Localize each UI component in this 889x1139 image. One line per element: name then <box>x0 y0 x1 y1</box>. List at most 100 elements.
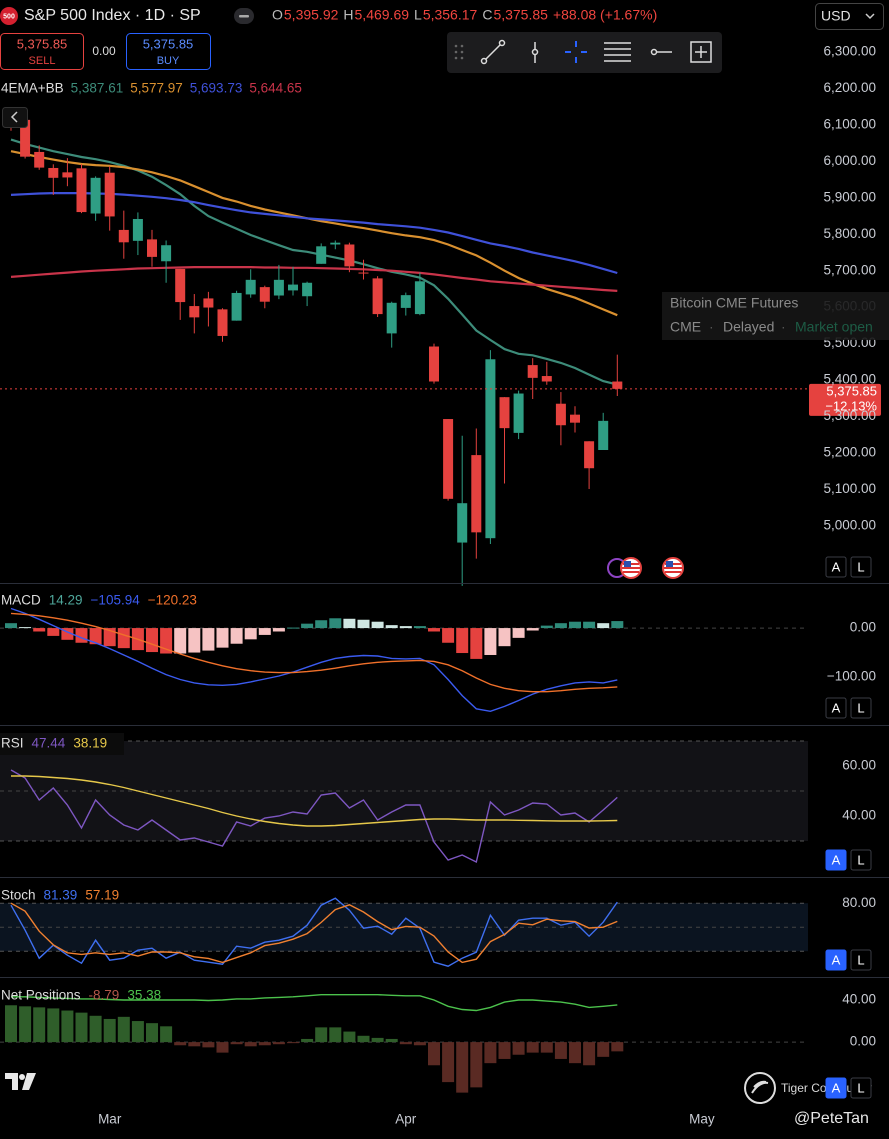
tiger-logo <box>744 1072 776 1104</box>
ohlc-row: O 5,395.92 H 5,469.69 L 5,356.17 C 5,375.85 +88.… <box>272 7 657 23</box>
horizontal-ray-tool[interactable] <box>650 48 673 56</box>
histogram-bar <box>399 626 412 629</box>
candle-body <box>485 359 496 539</box>
candle-body <box>20 119 31 157</box>
trend-line-tool[interactable] <box>480 39 506 65</box>
auto-scale-button[interactable] <box>825 556 847 578</box>
ohlc-value: 5,469.69 <box>355 7 410 23</box>
currency-select[interactable] <box>815 3 884 30</box>
auto-scale-button[interactable] <box>825 949 847 971</box>
y-tick-label: 0.00 <box>850 620 876 635</box>
legend-value: 5,693.73 <box>190 81 243 96</box>
y-tick-label: 80.00 <box>842 895 876 910</box>
indicator-line <box>10 769 618 864</box>
indicator-line <box>10 607 618 713</box>
legend-value: 35.38 <box>127 988 161 1003</box>
log-scale-button[interactable] <box>850 949 872 971</box>
candle-body <box>443 419 454 499</box>
candle-body <box>471 455 482 533</box>
histogram-bar <box>428 1042 440 1066</box>
candle-body <box>570 414 580 423</box>
auto-scale-button[interactable] <box>825 849 847 871</box>
legend-value: -8.79 <box>89 988 120 1003</box>
scale-buttons: A L A L A L A L A L <box>825 556 872 1099</box>
collapse-handle[interactable] <box>2 107 28 128</box>
histogram-bar <box>5 1005 17 1043</box>
log-scale-label: L <box>857 559 864 574</box>
index-logo-text: 500 <box>3 13 15 20</box>
log-scale-button[interactable] <box>850 1077 872 1099</box>
histogram-bar <box>357 1035 370 1043</box>
auto-scale-button[interactable] <box>825 697 847 719</box>
event-flag[interactable] <box>620 557 642 579</box>
histogram-bar <box>583 621 596 629</box>
auto-scale-button[interactable] <box>825 1077 847 1099</box>
candle-body <box>273 279 284 296</box>
tooltip-separator: · <box>709 319 714 335</box>
event-flag[interactable] <box>662 557 684 579</box>
vertical-line-tool[interactable] <box>531 42 539 63</box>
y-tick-label: 5,000.00 <box>823 517 876 532</box>
candle-body <box>104 172 115 217</box>
candle-body <box>386 302 397 334</box>
histogram-bar <box>117 628 130 649</box>
histogram-bar <box>5 623 17 629</box>
parallel-lines-tool[interactable] <box>604 42 631 62</box>
overlay-line <box>10 138 618 386</box>
ohlc-value: 5,356.17 <box>423 7 478 23</box>
histogram-bar <box>202 628 215 651</box>
histogram-bar <box>301 1038 314 1043</box>
legend-value: 5,644.65 <box>249 81 302 96</box>
chart-layer: 5,375.85−12.13% Mar Apr May 4EMA+BB 5,387.61 5… <box>0 44 881 1127</box>
histogram-bar <box>61 628 74 640</box>
y-tick-label: 6,300.00 <box>823 44 876 59</box>
histogram-bar <box>385 1038 398 1043</box>
histogram-bar <box>188 628 201 653</box>
candle-body <box>414 281 425 315</box>
legend-value: 81.39 <box>44 888 78 903</box>
histogram-bar <box>230 628 243 644</box>
log-scale-button[interactable] <box>850 849 872 871</box>
sell-button[interactable] <box>0 33 84 70</box>
auto-scale-label: A <box>832 1080 841 1095</box>
candle-body <box>48 167 59 178</box>
log-scale-button[interactable] <box>850 697 872 719</box>
histogram-bar <box>89 628 102 645</box>
histogram-bar <box>329 618 342 629</box>
tooltip-market: Market open <box>795 319 873 335</box>
chart-title: S&P 500 Index · 1D · SP <box>24 7 201 24</box>
histogram-bar <box>230 1042 243 1045</box>
ohlc-key: L <box>414 7 422 23</box>
candle-body <box>259 287 270 302</box>
histogram-bar <box>117 1016 130 1043</box>
crosshair-tool[interactable] <box>565 41 587 63</box>
buy-button[interactable] <box>126 33 211 70</box>
auto-scale-label: A <box>832 952 841 967</box>
y-tick-label: 5,100.00 <box>823 481 876 496</box>
ohlc-value: 5,395.92 <box>284 7 339 23</box>
candle-body <box>499 397 510 429</box>
candle-body <box>316 246 327 264</box>
histogram-bar <box>371 1037 384 1043</box>
x-tick-label: Apr <box>395 1112 417 1127</box>
panel-title: MACD <box>1 593 41 608</box>
buy-label: BUY <box>157 55 180 67</box>
indicator-line <box>10 612 618 693</box>
last-price-label: 5,375.85 <box>826 383 877 398</box>
histogram-bar <box>188 1042 201 1047</box>
histogram-bar <box>301 623 314 629</box>
candle-body <box>231 292 242 321</box>
measure-tool[interactable] <box>690 41 712 63</box>
auto-scale-label: A <box>832 852 841 867</box>
log-scale-button[interactable] <box>850 556 872 578</box>
histogram-bar <box>216 628 229 648</box>
y-tick-label: 5,900.00 <box>823 189 876 204</box>
toolbar-grip[interactable] <box>454 44 464 60</box>
y-tick-label: 5,700.00 <box>823 262 876 277</box>
histogram-bar <box>103 1018 116 1043</box>
sell-price: 5,375.85 <box>17 36 68 51</box>
spread: 0.00 <box>92 44 116 58</box>
tooltip-separator: · <box>781 319 786 335</box>
ohlc-key: H <box>343 7 353 23</box>
histogram-bar <box>146 1023 158 1043</box>
